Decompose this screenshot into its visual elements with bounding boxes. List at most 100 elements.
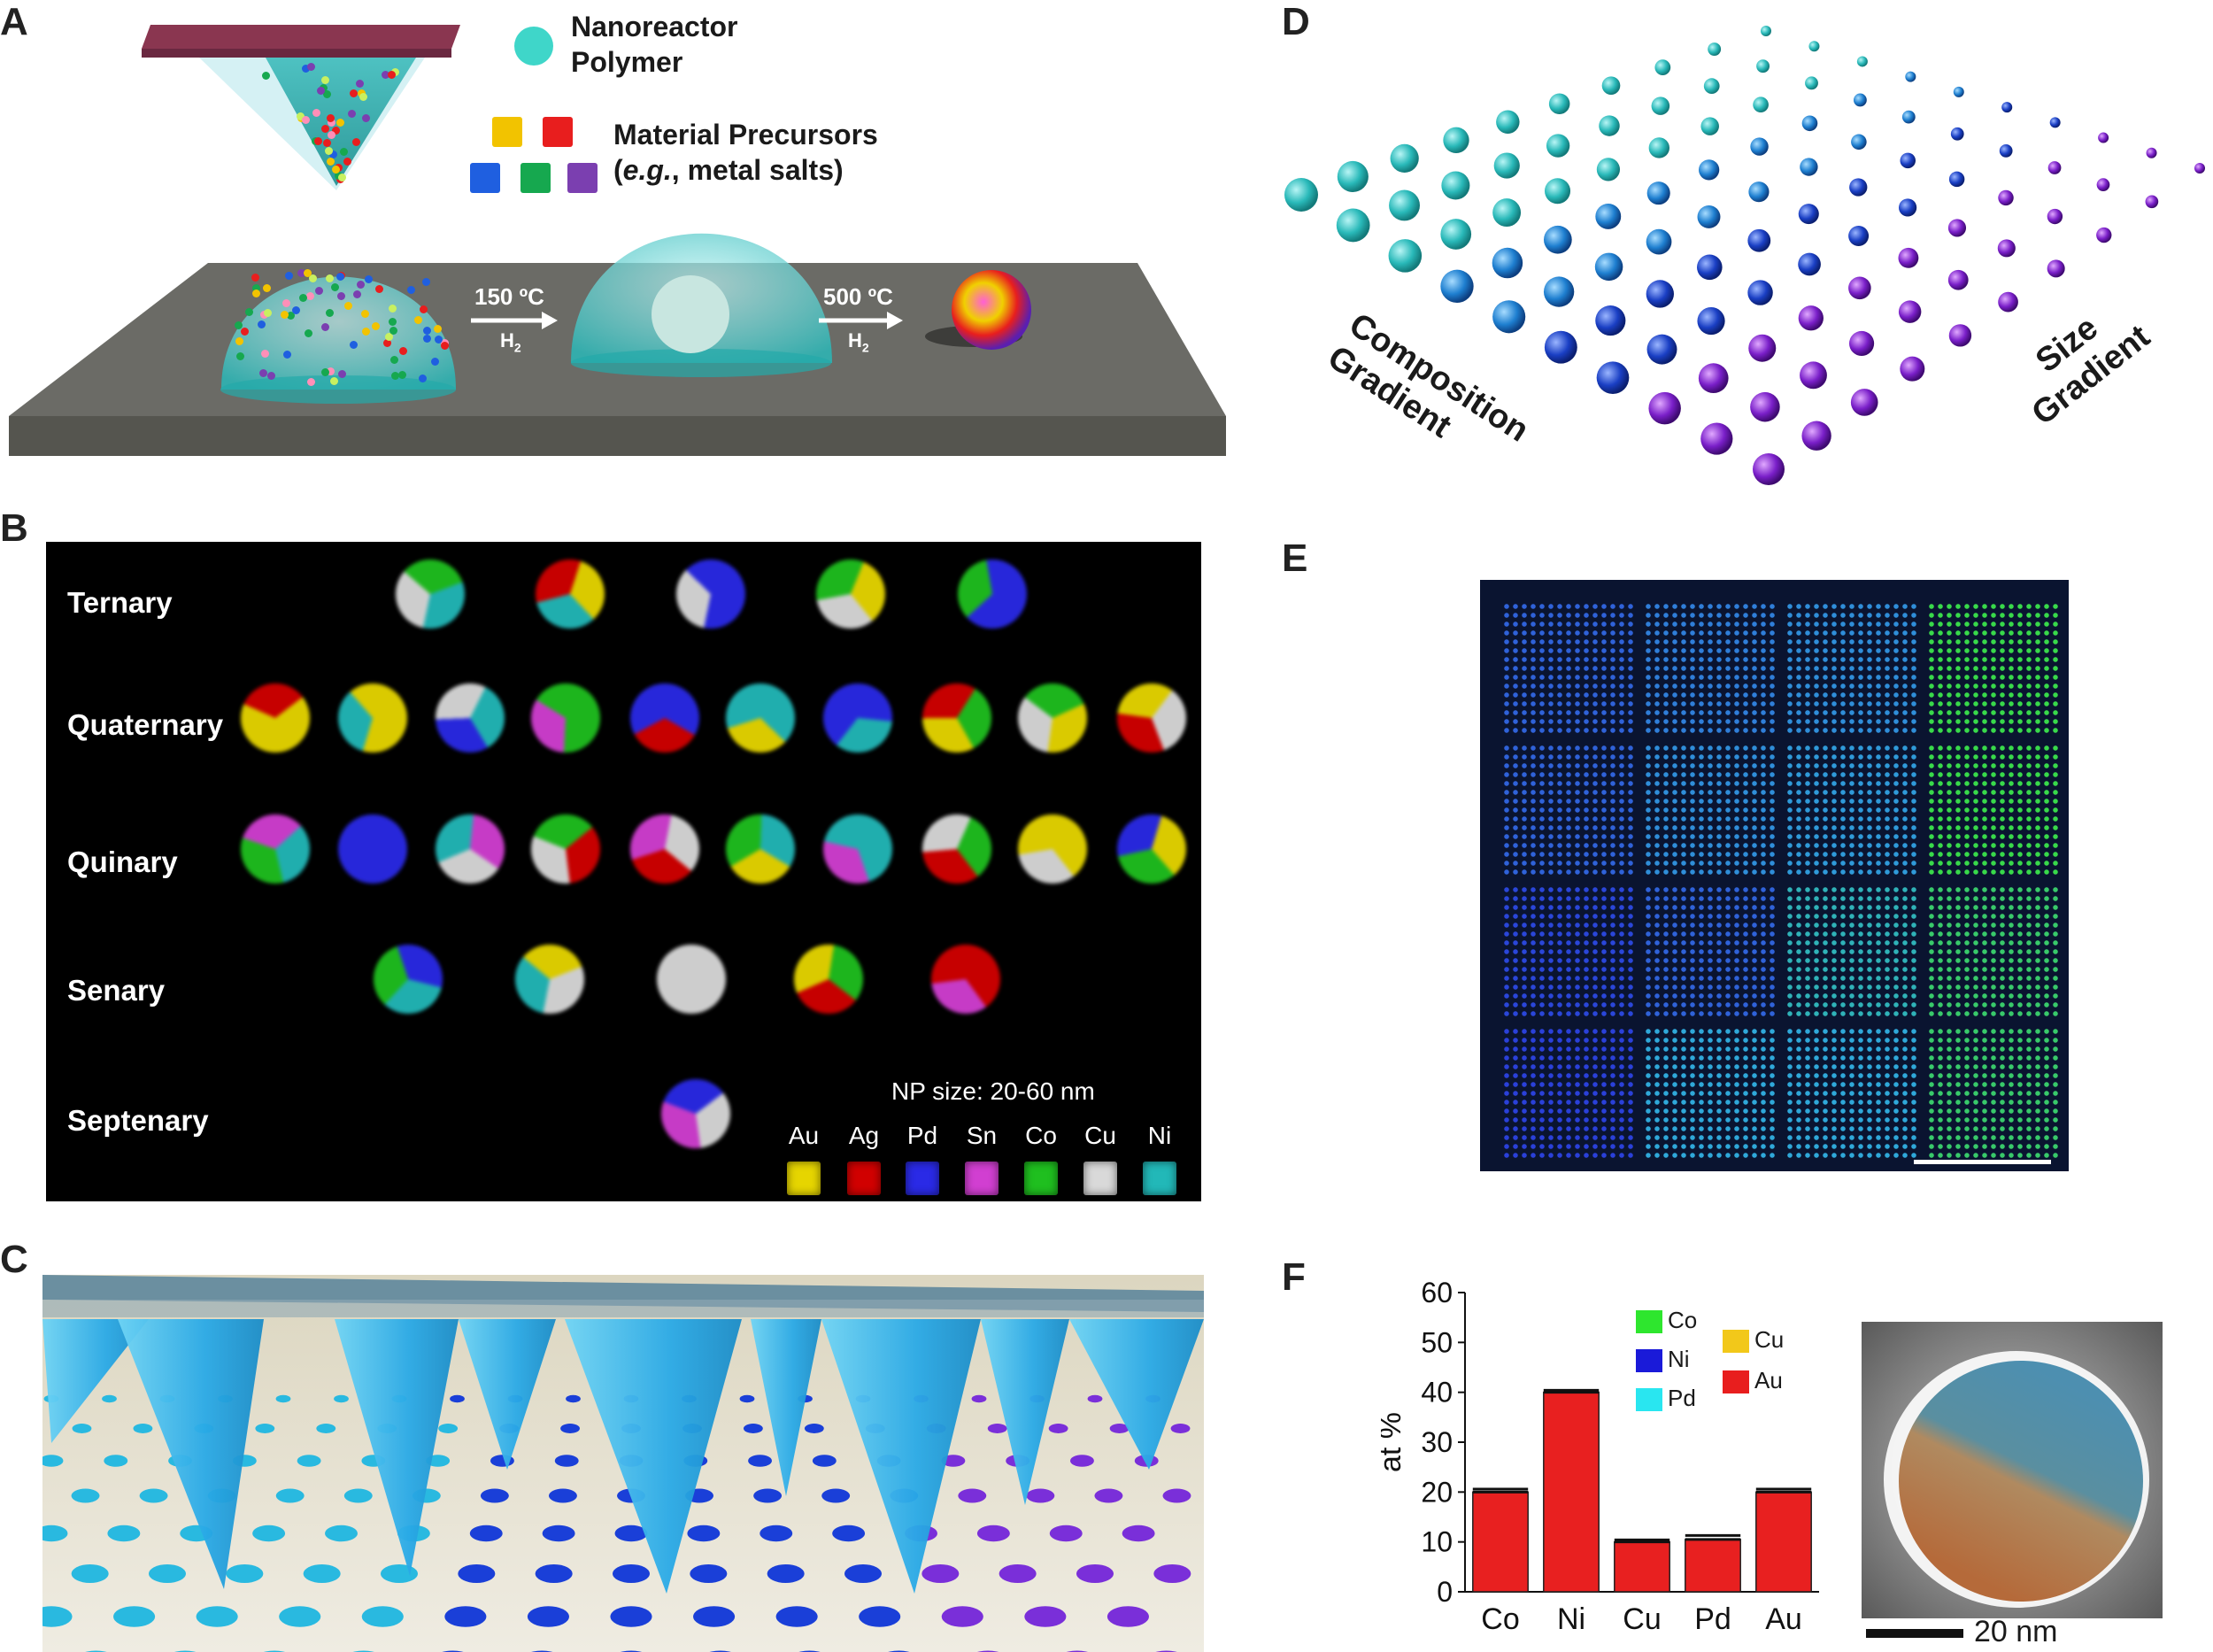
array-block <box>1785 602 1918 735</box>
gradient-sphere <box>2047 208 2063 225</box>
array-block <box>1927 1027 2060 1160</box>
legend-ni-label: Ni <box>1147 1122 1172 1149</box>
polymer-dot <box>149 1564 186 1583</box>
polymer-dot <box>1109 1424 1130 1433</box>
polymer-dot <box>438 1424 459 1433</box>
polymer-dot <box>325 1525 358 1542</box>
gradient-sphere <box>1753 96 1769 113</box>
gradient-sphere <box>1747 228 1771 252</box>
polymer-dot <box>999 1564 1037 1583</box>
gradient-sphere <box>1390 143 1419 173</box>
nanoparticle-map <box>338 814 407 884</box>
gradient-sphere <box>1698 363 1729 394</box>
polymer-dot <box>469 1525 503 1542</box>
map-legend-co-swatch <box>1636 1310 1662 1333</box>
nanoparticle-map <box>676 560 745 629</box>
gradient-sphere <box>1646 181 1670 205</box>
polymer-dot <box>804 1424 824 1433</box>
map-legend-co: Co <box>1668 1307 1698 1333</box>
polymer-dot <box>1094 1488 1123 1503</box>
gradient-sphere <box>1849 178 1868 197</box>
x-tick-label: Pd <box>1694 1602 1731 1636</box>
nanoparticle-map <box>630 814 699 884</box>
panel-letter-c: C <box>0 1238 28 1281</box>
polymer-dot <box>279 1606 321 1627</box>
panel-letter-f: F <box>1282 1255 1306 1299</box>
row-label-ternary: Ternary <box>67 586 173 619</box>
pen-tip <box>1069 1319 1204 1470</box>
gradient-sphere <box>1441 171 1470 200</box>
legend-au-label: Au <box>788 1122 820 1149</box>
gradient-sphere <box>1440 269 1474 304</box>
row-label-senary: Senary <box>67 974 166 1007</box>
gradient-sphere <box>1492 300 1526 334</box>
precursor-dot <box>322 139 331 148</box>
gradient-sphere <box>1898 247 1919 268</box>
gradient-sphere <box>1337 160 1369 192</box>
map-legend-ni: Ni <box>1668 1346 1690 1372</box>
precursor-dot <box>381 71 389 80</box>
polymer-dot <box>941 1455 966 1467</box>
map-legend-au: Au <box>1754 1367 1783 1393</box>
polymer-dot <box>844 1564 882 1583</box>
polymer-dot <box>71 1564 109 1583</box>
legend-ag-swatch <box>847 1162 881 1195</box>
gradient-sphere <box>1440 219 1472 250</box>
map-legend-pd-swatch <box>1636 1388 1662 1411</box>
precursor-dot <box>285 271 294 280</box>
legend-precursors-line1: Material Precursors <box>613 119 878 151</box>
x-tick-label: Cu <box>1623 1602 1661 1636</box>
polymer-dot <box>560 1424 580 1433</box>
nanoparticle-map <box>531 814 600 884</box>
gradient-sphere <box>1805 76 1818 90</box>
gradient-sphere <box>1700 422 1733 455</box>
x-tick-label: Ni <box>1557 1602 1585 1636</box>
row-label-quinary: Quinary <box>67 845 178 878</box>
array-block <box>1502 1027 1635 1160</box>
gradient-sphere <box>1998 291 2018 313</box>
gradient-sphere <box>1801 421 1831 451</box>
polymer-dot <box>610 1606 652 1627</box>
gradient-sphere <box>1800 158 1818 176</box>
precursor-dot <box>306 62 315 71</box>
legend-ag-label: Ag <box>848 1122 880 1149</box>
polymer-dot <box>113 1606 156 1627</box>
polymer-dot <box>1106 1606 1149 1627</box>
gradient-sphere <box>1899 198 1917 217</box>
polymer-dot <box>1153 1564 1191 1583</box>
gradient-sphere <box>1595 305 1626 336</box>
gradient-sphere <box>1646 228 1672 255</box>
precursor-dot <box>235 336 243 345</box>
polymer-dot <box>542 1525 575 1542</box>
precursor-dot <box>263 284 272 293</box>
precursor-dot <box>388 304 397 313</box>
precursor-dot <box>362 114 371 123</box>
polymer-dot <box>693 1606 736 1627</box>
bar <box>1685 1539 1741 1593</box>
y-tick-label: 60 <box>1421 1277 1453 1308</box>
gradient-sphere <box>1798 252 1821 276</box>
pen-tip <box>42 1319 149 1443</box>
polymer-dot <box>527 1606 569 1627</box>
y-tick-label: 20 <box>1421 1476 1453 1508</box>
nanoparticle-map <box>241 683 310 753</box>
precursor-dot <box>304 329 312 338</box>
precursor-dot <box>422 326 431 335</box>
gradient-sphere <box>1849 330 1875 357</box>
legend-nanoreactor-line1: Nanoreactor <box>571 11 738 42</box>
polymer-dot <box>921 1564 960 1583</box>
polymer-dot <box>832 1525 866 1542</box>
polymer-dot <box>1048 1424 1068 1433</box>
precursor-dot <box>321 368 330 377</box>
polymer-dot <box>133 1424 153 1433</box>
precursor-dot <box>391 67 400 76</box>
polymer-dot <box>252 1525 286 1542</box>
precursor-dot <box>390 355 399 364</box>
gradient-sphere <box>1947 269 1969 290</box>
precursor-dot <box>419 374 428 383</box>
precursor-dot <box>362 328 371 336</box>
precursor-dot <box>419 305 428 313</box>
precursor-dot <box>329 376 338 385</box>
polymer-dot <box>748 1455 772 1467</box>
precursor-dot <box>282 351 291 359</box>
